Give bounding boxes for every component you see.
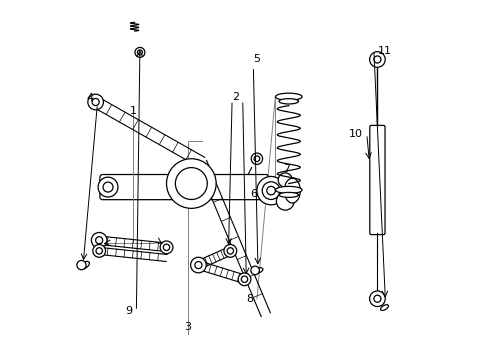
Circle shape: [96, 237, 102, 244]
Text: 6: 6: [249, 189, 256, 199]
Ellipse shape: [279, 99, 298, 104]
Circle shape: [175, 168, 207, 199]
Circle shape: [254, 156, 259, 162]
Ellipse shape: [81, 261, 89, 269]
Ellipse shape: [279, 192, 298, 197]
Circle shape: [250, 266, 259, 275]
Circle shape: [373, 295, 380, 302]
Circle shape: [266, 186, 275, 195]
Circle shape: [88, 94, 103, 110]
Text: 1: 1: [129, 106, 136, 116]
Circle shape: [276, 192, 293, 210]
Text: 5: 5: [253, 54, 260, 64]
Circle shape: [91, 233, 107, 248]
Circle shape: [241, 276, 247, 283]
Circle shape: [93, 244, 105, 257]
Circle shape: [278, 173, 292, 187]
Ellipse shape: [284, 178, 300, 203]
FancyBboxPatch shape: [100, 175, 268, 200]
Circle shape: [163, 244, 169, 251]
Circle shape: [160, 241, 173, 254]
FancyBboxPatch shape: [369, 125, 384, 235]
Circle shape: [137, 50, 142, 55]
Circle shape: [262, 182, 279, 199]
Circle shape: [373, 56, 380, 63]
Text: 9: 9: [125, 306, 133, 316]
Circle shape: [96, 248, 102, 254]
Circle shape: [92, 99, 99, 105]
Text: 7: 7: [283, 165, 290, 174]
Circle shape: [251, 153, 262, 165]
Ellipse shape: [275, 93, 302, 100]
Ellipse shape: [254, 268, 263, 273]
Text: 8: 8: [246, 294, 253, 304]
Circle shape: [256, 176, 285, 205]
Circle shape: [98, 177, 118, 197]
Circle shape: [226, 248, 233, 254]
Text: 4: 4: [86, 94, 94, 103]
Circle shape: [190, 257, 206, 273]
Text: 11: 11: [377, 46, 390, 56]
Circle shape: [238, 273, 250, 285]
Circle shape: [103, 182, 113, 192]
Circle shape: [77, 260, 86, 270]
Text: 3: 3: [184, 322, 191, 332]
Ellipse shape: [380, 305, 387, 310]
Circle shape: [166, 159, 216, 208]
Text: 2: 2: [232, 92, 239, 102]
Circle shape: [369, 52, 385, 67]
Circle shape: [369, 291, 385, 306]
Circle shape: [135, 48, 144, 57]
Circle shape: [224, 244, 236, 257]
Text: 10: 10: [348, 129, 363, 139]
Circle shape: [195, 261, 202, 269]
Ellipse shape: [275, 186, 302, 193]
